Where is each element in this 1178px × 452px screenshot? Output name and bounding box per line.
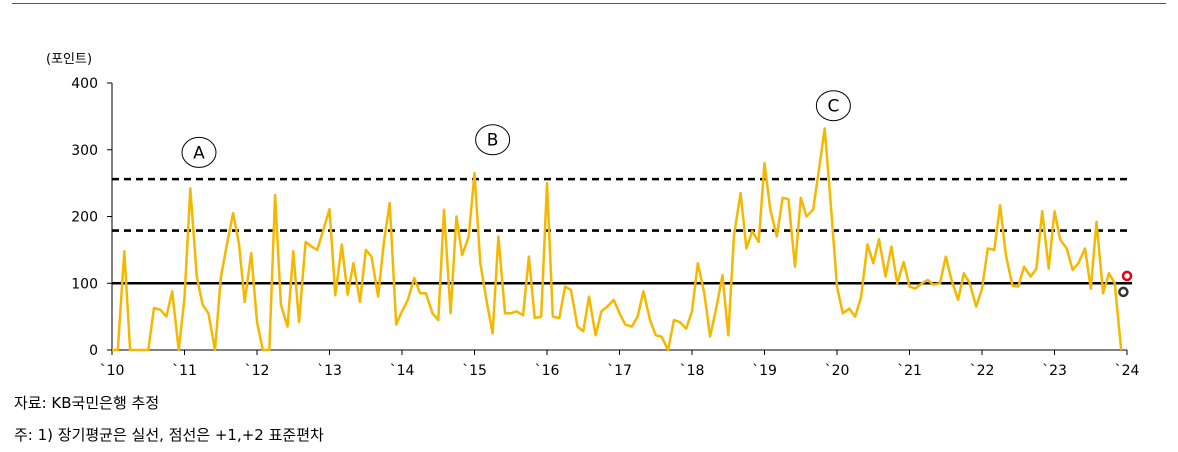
x-tick-label: `23 [1042, 363, 1067, 379]
x-tick-label: `12 [245, 363, 270, 379]
footnote: 주: 1) 장기평균은 실선, 점선은 +1,+2 표준편차 [14, 426, 324, 444]
y-tick-label: 400 [71, 76, 98, 92]
annotations: A B C [181, 90, 851, 168]
x-ticks: `10 `11 `12 `13 `14 `15 `16 `17 `18 `19 `20 `21 `22 `… [100, 350, 1140, 379]
annotation-label: C [827, 97, 839, 117]
annotation-label: B [487, 131, 499, 151]
x-tick-label: `15 [462, 363, 487, 379]
top-rule [12, 3, 1166, 4]
x-tick-label: `10 [100, 363, 125, 379]
x-tick-label: `22 [970, 363, 995, 379]
annotation-label: A [193, 143, 205, 163]
annotation-circle [815, 90, 851, 122]
end-marker [1118, 286, 1129, 298]
x-tick-label: `24 [1115, 363, 1140, 379]
series-line [112, 127, 1123, 352]
y-axis-label: (포인트) [46, 52, 92, 67]
x-tick-label: `13 [317, 363, 342, 379]
axes [107, 83, 1127, 355]
x-tick-label: `21 [897, 363, 922, 379]
y-tick-label: 300 [71, 143, 98, 159]
end-marker [1121, 270, 1133, 282]
reference-lines [112, 177, 1132, 285]
y-tick-label: 100 [71, 276, 98, 292]
y-ticks: 0 100 200 300 400 [71, 76, 112, 359]
source-note: 자료: KB국민은행 추정 [14, 394, 160, 412]
end-markers [1118, 270, 1133, 298]
series-group [112, 127, 1123, 352]
x-tick-label: `16 [535, 363, 560, 379]
x-tick-label: `14 [390, 363, 415, 379]
x-tick-label: `19 [752, 363, 777, 379]
x-tick-label: `11 [172, 363, 197, 379]
x-tick-label: `20 [825, 363, 850, 379]
annotation-circle [181, 136, 217, 168]
annotation-circle [475, 124, 511, 156]
y-tick-label: 200 [71, 210, 98, 226]
y-tick-label: 0 [89, 343, 98, 359]
x-tick-label: `17 [607, 363, 632, 379]
x-tick-label: `18 [680, 363, 705, 379]
